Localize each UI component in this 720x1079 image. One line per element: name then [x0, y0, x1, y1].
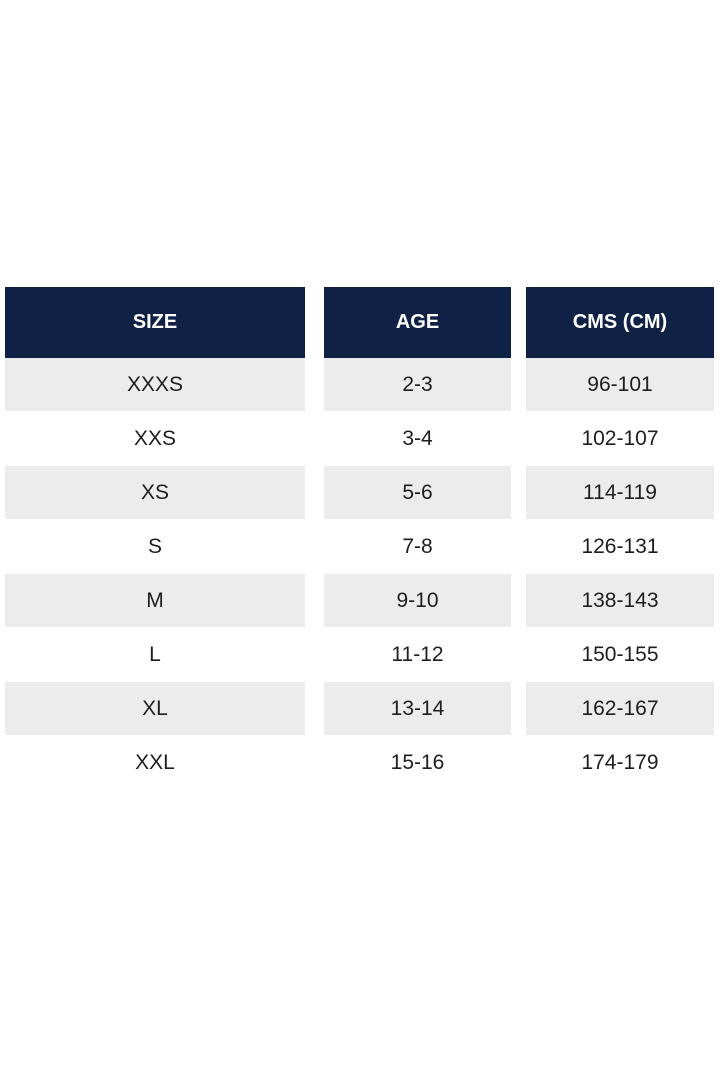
table-cell: 5-6: [324, 466, 511, 519]
header-cell: AGE: [324, 287, 511, 358]
table-cell: 162-167: [526, 682, 714, 735]
table-cell: M: [5, 574, 305, 627]
table-cell: XL: [5, 682, 305, 735]
header-cell: SIZE: [5, 287, 305, 358]
table-cell: S: [147, 534, 162, 558]
table-cell: 9-10: [324, 574, 511, 627]
table-cell: 2-3: [324, 358, 511, 411]
table-cell: XXS: [133, 426, 177, 450]
table-cell: 138-143: [526, 574, 714, 627]
table-cell: 11-12: [391, 642, 444, 666]
table-cell: 114-119: [526, 466, 714, 519]
table-cell: XXL: [135, 750, 175, 774]
table-cell: 3-4: [402, 426, 433, 450]
table-cell: 150-155: [581, 642, 659, 666]
table-cell: 96-101: [526, 358, 714, 411]
table-cell: 126-131: [581, 534, 659, 558]
table-cell: 13-14: [324, 682, 511, 735]
table-cell: L: [149, 642, 161, 666]
table-cell: XS: [5, 466, 305, 519]
table-cell: 7-8: [402, 534, 433, 558]
table-cell: XXXS: [5, 358, 305, 411]
table-cell: 102-107: [581, 426, 659, 450]
table-cell: 15-16: [390, 750, 445, 774]
table-cell: 174-179: [581, 750, 659, 774]
header-cell: CMS (CM): [526, 287, 714, 358]
